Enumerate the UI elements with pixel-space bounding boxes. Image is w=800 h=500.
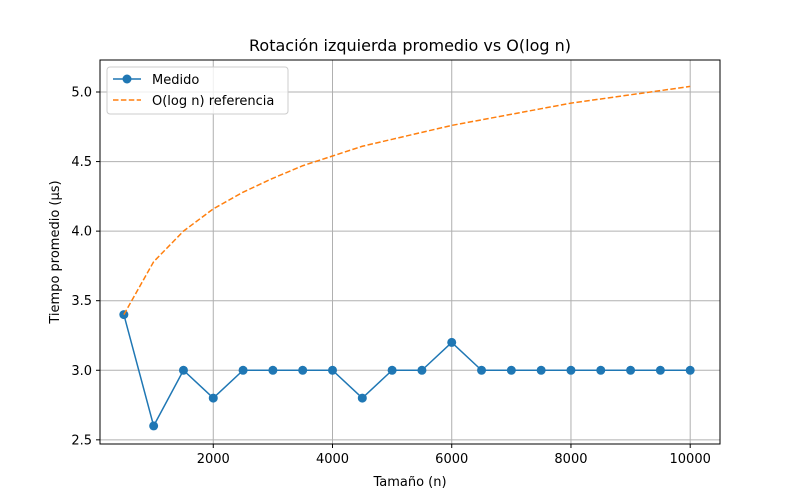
y-tick-label: 3.5 — [71, 294, 92, 309]
legend-label-reference: O(log n) referencia — [152, 94, 274, 109]
data-point-measured — [178, 365, 188, 375]
data-point-measured — [357, 393, 367, 403]
data-point-measured — [447, 337, 457, 347]
data-point-measured — [268, 365, 278, 375]
data-point-measured — [685, 365, 695, 375]
data-point-measured — [417, 365, 427, 375]
x-tick-label: 8000 — [554, 452, 587, 467]
y-axis-label: Tiempo promedio (µs) — [48, 180, 63, 324]
data-point-measured — [626, 365, 636, 375]
axis-ticks: 2000 4000 6000 8000 10000 2.5 3.0 3.5 4.0 4.5 5.0 — [71, 86, 711, 468]
data-point-measured — [208, 393, 218, 403]
data-point-measured — [506, 365, 516, 375]
data-point-measured — [566, 365, 576, 375]
legend-marker-measured — [122, 74, 132, 84]
data-point-measured — [149, 421, 159, 431]
data-point-measured — [387, 365, 397, 375]
y-tick-label: 5.0 — [71, 86, 92, 101]
data-point-measured — [655, 365, 665, 375]
data-point-measured — [238, 365, 248, 375]
y-tick-label: 3.0 — [71, 364, 92, 379]
y-tick-label: 4.0 — [71, 225, 92, 240]
data-point-measured — [596, 365, 606, 375]
legend-box — [106, 66, 289, 115]
data-point-measured — [328, 365, 337, 375]
x-tick-label: 4000 — [316, 452, 349, 467]
plot-frame — [99, 59, 721, 445]
series-line-reference — [123, 85, 691, 315]
y-tick-label: 4.5 — [71, 155, 92, 170]
series-line-measured — [123, 314, 691, 427]
x-tick-label: 6000 — [435, 452, 468, 467]
x-axis-label: Tamaño (n) — [372, 475, 446, 490]
x-tick-label: 10000 — [670, 452, 711, 467]
chart-title: Rotación izquierda promedio vs O(log n) — [249, 36, 571, 55]
x-tick-label: 2000 — [197, 452, 230, 467]
series-layer — [119, 85, 695, 431]
legend: Medido O(log n) referencia — [106, 66, 289, 115]
y-tick-label: 2.5 — [71, 433, 92, 448]
data-point-measured — [536, 365, 546, 375]
legend-label-measured: Medido — [152, 73, 199, 88]
data-point-measured — [119, 310, 129, 320]
data-point-measured — [298, 365, 308, 375]
data-point-measured — [477, 365, 487, 375]
